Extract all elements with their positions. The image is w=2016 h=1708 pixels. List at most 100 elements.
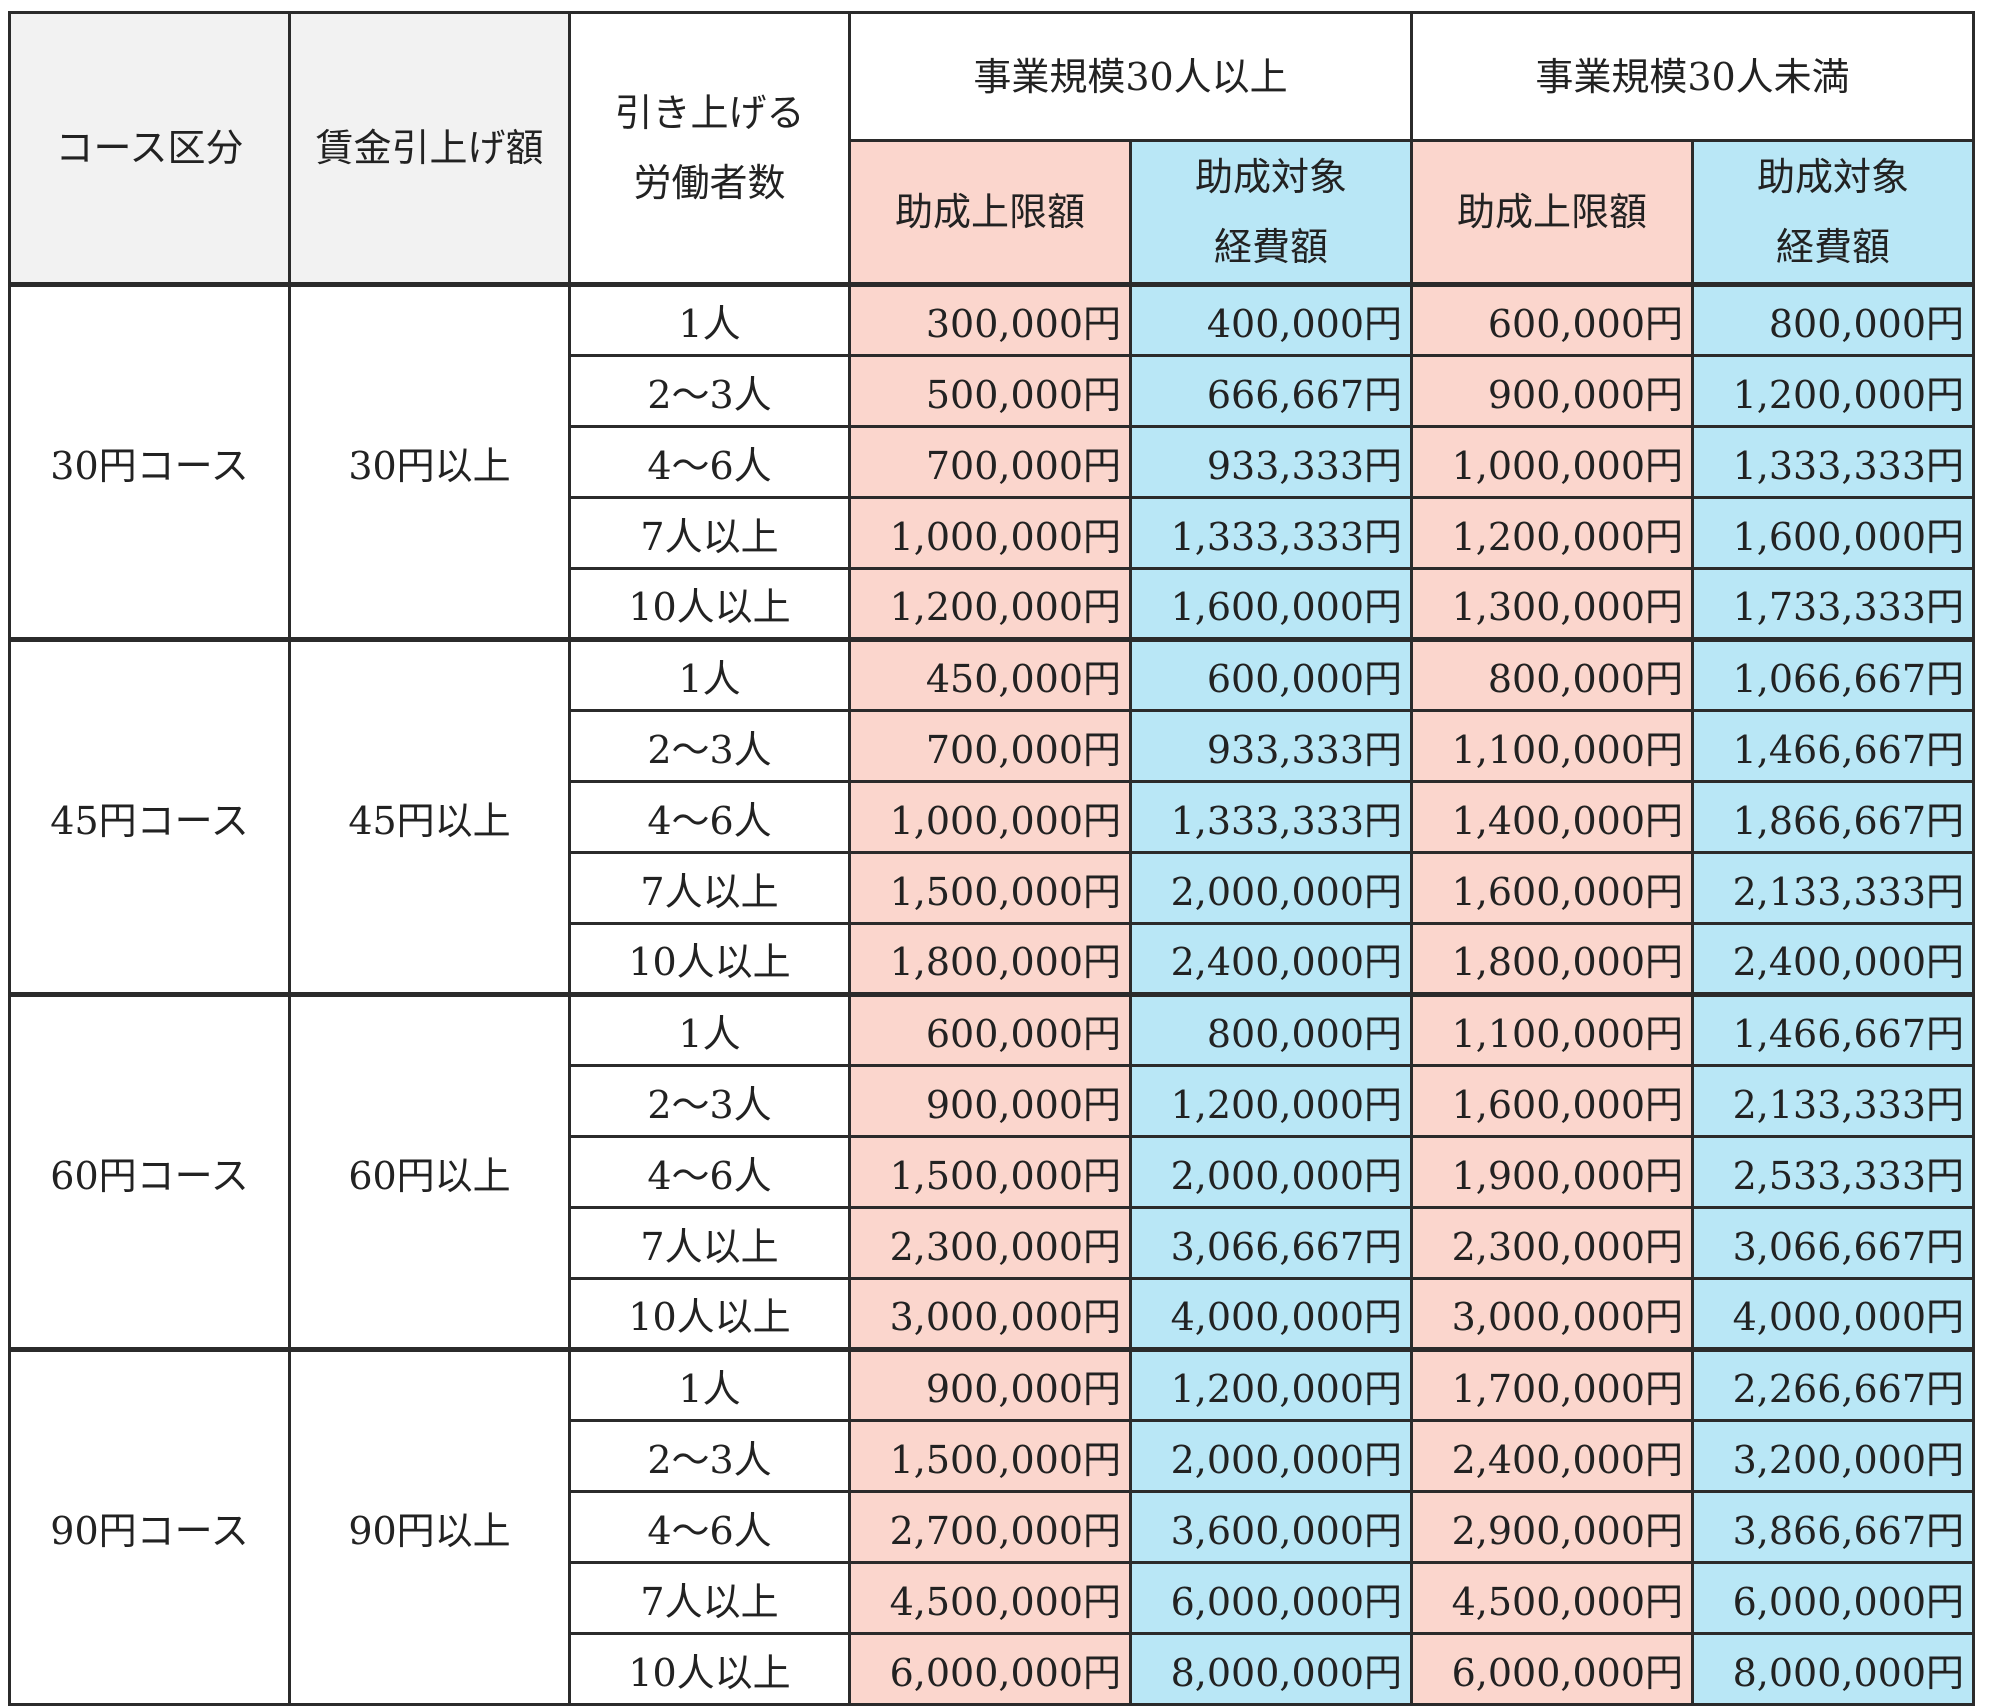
cost-under-30: 3,200,000円 <box>1691 1419 1975 1493</box>
limit-30-plus: 3,000,000円 <box>848 1277 1132 1351</box>
header-scale-under-30: 事業規模30人未満 <box>1410 11 1975 142</box>
limit-30-plus: 4,500,000円 <box>848 1561 1132 1635</box>
table-row: 60円コース 60円以上 1人 600,000円 800,000円 1,100,000円 1… <box>8 992 1975 1351</box>
cost-under-30: 1,200,000円 <box>1691 354 1975 428</box>
limit-30-plus: 700,000円 <box>848 709 1132 783</box>
limit-under-30: 2,400,000円 <box>1410 1419 1694 1493</box>
table-row: 4～6人 1,000,000円 1,333,333円 1,400,000円 1,866,… <box>10 780 1975 854</box>
cost-30-plus: 1,333,333円 <box>1129 496 1413 570</box>
workers-count: 2～3人 <box>568 354 851 428</box>
cost-30-plus: 2,000,000円 <box>1129 1135 1413 1209</box>
workers-count: 10人以上 <box>568 1632 851 1706</box>
cost-30-plus: 400,000円 <box>1129 282 1413 357</box>
table-row: 4～6人 700,000円 933,333円 1,000,000円 1,333,333円 <box>10 425 1975 499</box>
table-row: 2～3人 500,000円 666,667円 900,000円 1,200,000円 <box>10 354 1975 428</box>
workers-count: 4～6人 <box>568 1490 851 1564</box>
workers-count: 7人以上 <box>568 1206 851 1280</box>
header-workers-line2: 労働者数 <box>633 161 786 205</box>
table-row: 7人以上 2,300,000円 3,066,667円 2,300,000円 3,066,… <box>10 1206 1975 1280</box>
limit-30-plus: 1,500,000円 <box>848 851 1132 925</box>
course-name: 30円コース <box>8 282 291 641</box>
cost-under-30: 800,000円 <box>1691 282 1975 357</box>
cost-30-plus: 3,066,667円 <box>1129 1206 1413 1280</box>
subsidy-table: コース区分 賃金引上げ額 引き上げる 労働者数 事業規模30人以上 事業規模30… <box>8 11 1975 1706</box>
cost-under-30: 1,733,333円 <box>1691 567 1975 641</box>
header-scale-30-plus: 事業規模30人以上 <box>848 11 1413 142</box>
limit-30-plus: 1,000,000円 <box>848 496 1132 570</box>
header-wage-increase: 賃金引上げ額 <box>288 11 571 286</box>
limit-30-plus: 1,500,000円 <box>848 1419 1132 1493</box>
table-row: 90円コース 90円以上 1人 900,000円 1,200,000円 1,700,000… <box>8 1347 1975 1706</box>
table-header: コース区分 賃金引上げ額 引き上げる 労働者数 事業規模30人以上 事業規模30… <box>8 11 1975 286</box>
cost-30-plus: 3,600,000円 <box>1129 1490 1413 1564</box>
cost-under-30: 1,466,667円 <box>1691 992 1975 1067</box>
limit-30-plus: 500,000円 <box>848 354 1132 428</box>
table-row: 10人以上 1,800,000円 2,400,000円 1,800,000円 2,400… <box>10 922 1975 996</box>
header-cost-line2: 経費額 <box>1775 225 1890 269</box>
cost-under-30: 2,266,667円 <box>1691 1347 1975 1422</box>
cost-under-30: 3,866,667円 <box>1691 1490 1975 1564</box>
table-row: 10人以上 3,000,000円 4,000,000円 3,000,000円 4,000… <box>10 1277 1975 1351</box>
table-row: 10人以上 6,000,000円 8,000,000円 6,000,000円 8,000… <box>10 1632 1975 1706</box>
workers-count: 7人以上 <box>568 851 851 925</box>
cost-30-plus: 2,000,000円 <box>1129 1419 1413 1493</box>
header-workers-line1: 引き上げる <box>614 91 805 135</box>
cost-under-30: 8,000,000円 <box>1691 1632 1975 1706</box>
workers-count: 4～6人 <box>568 780 851 854</box>
workers-count: 4～6人 <box>568 425 851 499</box>
cost-under-30: 2,533,333円 <box>1691 1135 1975 1209</box>
cost-under-30: 1,066,667円 <box>1691 637 1975 712</box>
workers-count: 7人以上 <box>568 496 851 570</box>
limit-under-30: 1,100,000円 <box>1410 709 1694 783</box>
limit-30-plus: 900,000円 <box>848 1064 1132 1138</box>
wage-increase-amount: 45円以上 <box>288 637 571 996</box>
workers-count: 2～3人 <box>568 1419 851 1493</box>
cost-30-plus: 1,333,333円 <box>1129 780 1413 854</box>
cost-30-plus: 933,333円 <box>1129 709 1413 783</box>
limit-under-30: 2,300,000円 <box>1410 1206 1694 1280</box>
cost-under-30: 1,600,000円 <box>1691 496 1975 570</box>
workers-count: 10人以上 <box>568 922 851 996</box>
limit-under-30: 1,300,000円 <box>1410 567 1694 641</box>
workers-count: 1人 <box>568 637 851 712</box>
course-group: 45円コース 45円以上 1人 450,000円 600,000円 800,000円 1,0… <box>8 637 1975 996</box>
subsidy-table-container: コース区分 賃金引上げ額 引き上げる 労働者数 事業規模30人以上 事業規模30… <box>8 11 1975 1706</box>
course-name: 90円コース <box>8 1347 291 1706</box>
limit-30-plus: 1,000,000円 <box>848 780 1132 854</box>
limit-30-plus: 300,000円 <box>848 282 1132 357</box>
workers-count: 7人以上 <box>568 1561 851 1635</box>
cost-30-plus: 1,600,000円 <box>1129 567 1413 641</box>
cost-30-plus: 666,667円 <box>1129 354 1413 428</box>
table-row: 30円コース 30円以上 1人 300,000円 400,000円 600,000円 800… <box>8 282 1975 641</box>
limit-under-30: 1,900,000円 <box>1410 1135 1694 1209</box>
wage-increase-amount: 60円以上 <box>288 992 571 1351</box>
limit-under-30: 1,100,000円 <box>1410 992 1694 1067</box>
header-limit-30-plus: 助成上限額 <box>848 139 1132 286</box>
limit-30-plus: 1,800,000円 <box>848 922 1132 996</box>
limit-under-30: 1,400,000円 <box>1410 780 1694 854</box>
cost-30-plus: 2,000,000円 <box>1129 851 1413 925</box>
limit-30-plus: 2,700,000円 <box>848 1490 1132 1564</box>
header-limit-under-30: 助成上限額 <box>1410 139 1694 286</box>
table-row: 2～3人 900,000円 1,200,000円 1,600,000円 2,133,33… <box>10 1064 1975 1138</box>
cost-under-30: 3,066,667円 <box>1691 1206 1975 1280</box>
cost-30-plus: 800,000円 <box>1129 992 1413 1067</box>
cost-under-30: 2,400,000円 <box>1691 922 1975 996</box>
limit-under-30: 1,600,000円 <box>1410 1064 1694 1138</box>
workers-count: 4～6人 <box>568 1135 851 1209</box>
cost-30-plus: 4,000,000円 <box>1129 1277 1413 1351</box>
course-group: 30円コース 30円以上 1人 300,000円 400,000円 600,000円 800… <box>8 282 1975 641</box>
course-group: 60円コース 60円以上 1人 600,000円 800,000円 1,100,000円 1… <box>8 992 1975 1351</box>
workers-count: 1人 <box>568 992 851 1067</box>
header-cost-30-plus: 助成対象 経費額 <box>1129 139 1413 286</box>
limit-under-30: 1,700,000円 <box>1410 1347 1694 1422</box>
cost-under-30: 4,000,000円 <box>1691 1277 1975 1351</box>
course-name: 60円コース <box>8 992 291 1351</box>
limit-under-30: 1,800,000円 <box>1410 922 1694 996</box>
limit-30-plus: 2,300,000円 <box>848 1206 1132 1280</box>
limit-30-plus: 1,500,000円 <box>848 1135 1132 1209</box>
limit-under-30: 4,500,000円 <box>1410 1561 1694 1635</box>
limit-30-plus: 700,000円 <box>848 425 1132 499</box>
wage-increase-amount: 90円以上 <box>288 1347 571 1706</box>
workers-count: 2～3人 <box>568 1064 851 1138</box>
